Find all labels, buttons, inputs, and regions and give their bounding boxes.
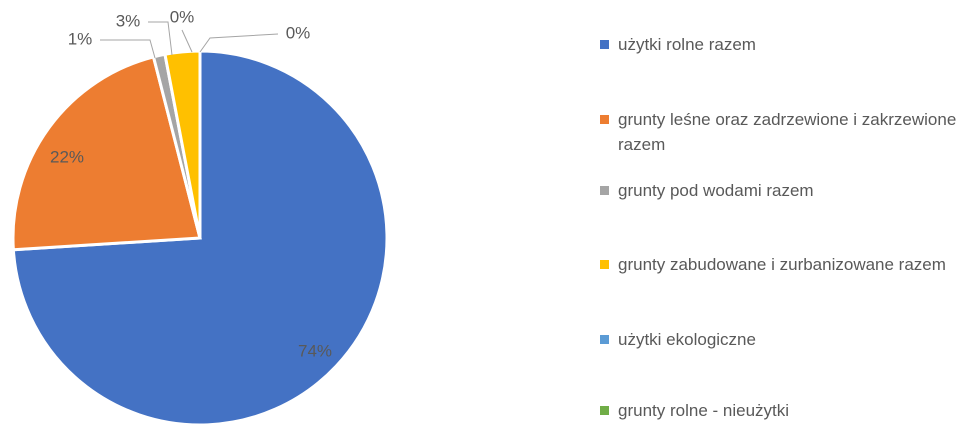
data-label: 74% [298, 341, 332, 360]
legend-swatch [600, 406, 609, 415]
legend-label: użytki rolne razem [618, 35, 756, 54]
pie-slice [11, 55, 202, 252]
legend-swatch [600, 115, 609, 124]
legend-label: grunty pod wodami razem [618, 181, 814, 200]
legend-item: grunty rolne - nieużytki [600, 398, 978, 423]
legend-item: grunty pod wodami razem [600, 178, 978, 203]
legend-label: grunty zabudowane i zurbanizowane razem [618, 255, 946, 274]
data-label: 1% [68, 29, 93, 48]
legend-item: grunty leśne oraz zadrzewione i zakrzewi… [600, 107, 978, 157]
data-label: 0% [170, 7, 195, 26]
legend-swatch [600, 40, 609, 49]
leader-line [181, 29, 193, 53]
legend-swatch [600, 186, 609, 195]
leader-line [148, 21, 173, 56]
pie-area: 74% 22% 1% 3% 0% 0% [11, 7, 389, 425]
data-label: 0% [286, 23, 311, 42]
legend-label: grunty rolne - nieużytki [618, 401, 790, 420]
legend-swatch [600, 335, 609, 344]
leader-line [199, 33, 279, 53]
legend-item: użytki ekologiczne [600, 327, 978, 352]
legend-label: grunty leśne oraz zadrzewione i zakrzewi… [618, 110, 957, 154]
data-label: 22% [50, 147, 84, 166]
legend-item: grunty zabudowane i zurbanizowane razem [600, 252, 978, 277]
legend-label: użytki ekologiczne [618, 330, 756, 349]
leader-line [100, 39, 156, 59]
data-label: 3% [116, 11, 141, 30]
legend-swatch [600, 260, 609, 269]
legend-item: użytki rolne razem [600, 32, 978, 57]
